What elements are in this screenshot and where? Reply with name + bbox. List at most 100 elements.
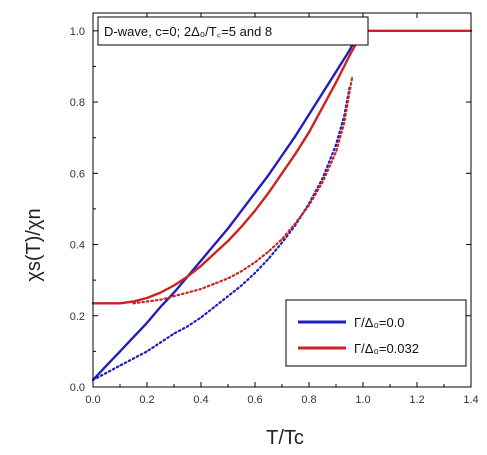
data-point-0-5 bbox=[159, 306, 162, 308]
data-point-3-12 bbox=[294, 222, 297, 224]
data-point-3-4 bbox=[186, 292, 189, 294]
y-tick-label: 0.4 bbox=[70, 240, 85, 252]
data-point-2-3 bbox=[132, 357, 135, 360]
data-point-1-24 bbox=[443, 30, 445, 32]
plot-frame bbox=[92, 12, 472, 388]
data-point-3-2 bbox=[159, 299, 162, 301]
data-point-3-7 bbox=[227, 277, 229, 279]
data-point-2-1 bbox=[105, 372, 108, 374]
data-point-1-19 bbox=[348, 55, 351, 57]
data-point-3-10 bbox=[267, 251, 270, 253]
data-point-1-11 bbox=[240, 226, 243, 228]
data-point-1-9 bbox=[213, 252, 216, 255]
data-point-1-21 bbox=[375, 30, 378, 32]
data-point-1-16 bbox=[308, 131, 310, 133]
data-point-2-14 bbox=[281, 242, 283, 244]
y-tick-label: 0.6 bbox=[70, 168, 85, 180]
x-axis-title: T/Tc bbox=[266, 427, 304, 449]
data-point-3-3 bbox=[173, 295, 175, 297]
data-point-1-7 bbox=[186, 275, 189, 278]
data-point-2-16 bbox=[308, 202, 310, 205]
data-point-2-12 bbox=[254, 272, 256, 274]
data-point-2-8 bbox=[200, 316, 202, 319]
legend-label-0: Γ/Δ₀=0.0 bbox=[354, 315, 405, 330]
x-tick-label: 1.0 bbox=[355, 394, 370, 406]
y-tick-label: 1.0 bbox=[70, 26, 85, 38]
data-point-0-16 bbox=[308, 113, 310, 116]
title-box bbox=[97, 16, 369, 46]
data-point-1-5 bbox=[159, 292, 162, 294]
data-point-0-2 bbox=[119, 350, 121, 352]
data-point-3-9 bbox=[254, 261, 256, 263]
data-point-2-13 bbox=[267, 258, 270, 260]
data-point-1-3 bbox=[132, 300, 135, 303]
x-tick-label: 0.4 bbox=[193, 394, 208, 406]
data-point-3-11 bbox=[281, 238, 283, 240]
data-point-2-11 bbox=[240, 284, 243, 287]
data-point-1-18 bbox=[335, 81, 337, 84]
y-tick-label: 0.0 bbox=[70, 382, 85, 394]
data-point-2-10 bbox=[227, 295, 229, 297]
chart-title: D-wave, c=0; 2Δ₀/T꜀=5 and 8 bbox=[104, 24, 272, 39]
data-point-0-14 bbox=[281, 154, 283, 157]
data-point-2-2 bbox=[119, 365, 121, 367]
data-point-3-0 bbox=[132, 302, 135, 304]
data-point-2-18 bbox=[335, 144, 337, 146]
data-point-0-1 bbox=[105, 365, 108, 367]
data-point-1-2 bbox=[119, 302, 121, 304]
data-point-1-12 bbox=[254, 210, 256, 212]
data-point-0-4 bbox=[146, 322, 148, 324]
data-point-3-13 bbox=[308, 204, 310, 206]
data-point-2-5 bbox=[159, 341, 162, 344]
data-point-1-22 bbox=[389, 30, 391, 32]
x-tick-label: 0.6 bbox=[247, 394, 262, 406]
data-point-0-17 bbox=[321, 92, 324, 94]
data-point-0-13 bbox=[267, 174, 270, 176]
data-point-1-10 bbox=[227, 240, 229, 242]
legend: Γ/Δ₀=0.0 Γ/Δ₀=0.032 bbox=[285, 299, 467, 367]
data-point-3-8 bbox=[240, 270, 243, 272]
data-point-3-14 bbox=[321, 181, 324, 183]
x-tick-label: 1.4 bbox=[463, 394, 478, 406]
data-point-1-8 bbox=[200, 265, 202, 267]
series-line-1 bbox=[91, 29, 473, 305]
legend-label-1: Γ/Δ₀=0.032 bbox=[354, 341, 419, 356]
x-tick-label: 0.2 bbox=[139, 394, 154, 406]
legend-box bbox=[285, 299, 467, 367]
data-point-1-6 bbox=[173, 284, 175, 287]
data-point-1-23 bbox=[416, 30, 418, 32]
data-point-2-4 bbox=[146, 350, 148, 352]
data-point-3-16 bbox=[343, 122, 345, 125]
data-point-3-1 bbox=[146, 300, 148, 303]
data-point-3-6 bbox=[213, 283, 216, 285]
x-tick-label: 0.8 bbox=[301, 394, 316, 406]
y-axis-title: χs(T)/χn bbox=[23, 208, 45, 281]
data-point-2-19 bbox=[343, 115, 345, 117]
data-point-1-17 bbox=[321, 106, 324, 108]
data-point-0-9 bbox=[213, 243, 216, 246]
x-tick-label: 0.0 bbox=[85, 394, 100, 406]
data-point-3-17 bbox=[351, 76, 353, 78]
y-tick-label: 0.2 bbox=[70, 311, 85, 323]
series-line-3 bbox=[132, 75, 354, 305]
data-point-0-11 bbox=[240, 210, 243, 212]
data-point-2-7 bbox=[186, 325, 189, 328]
data-point-0-3 bbox=[132, 336, 135, 338]
data-point-1-15 bbox=[294, 153, 297, 155]
data-point-3-15 bbox=[335, 151, 337, 153]
data-point-0-8 bbox=[200, 259, 202, 262]
data-point-1-13 bbox=[267, 192, 270, 194]
data-point-0-10 bbox=[227, 227, 229, 230]
y-tick-label: 0.8 bbox=[70, 97, 85, 109]
data-point-0-6 bbox=[173, 292, 175, 294]
axis-ticks: 0.0 0.2 0.4 0.6 0.8 1.0 1.2 1.4 0.0 0.2 0.4 0.6 0.8 1… bbox=[70, 13, 479, 406]
data-point-0-18 bbox=[335, 71, 337, 73]
data-point-1-1 bbox=[105, 302, 108, 304]
data-point-0-15 bbox=[294, 135, 297, 137]
data-point-3-5 bbox=[200, 288, 202, 290]
data-point-1-4 bbox=[146, 297, 148, 299]
data-point-2-9 bbox=[213, 306, 216, 308]
data-point-0-12 bbox=[254, 192, 256, 194]
data-point-1-14 bbox=[281, 172, 283, 174]
